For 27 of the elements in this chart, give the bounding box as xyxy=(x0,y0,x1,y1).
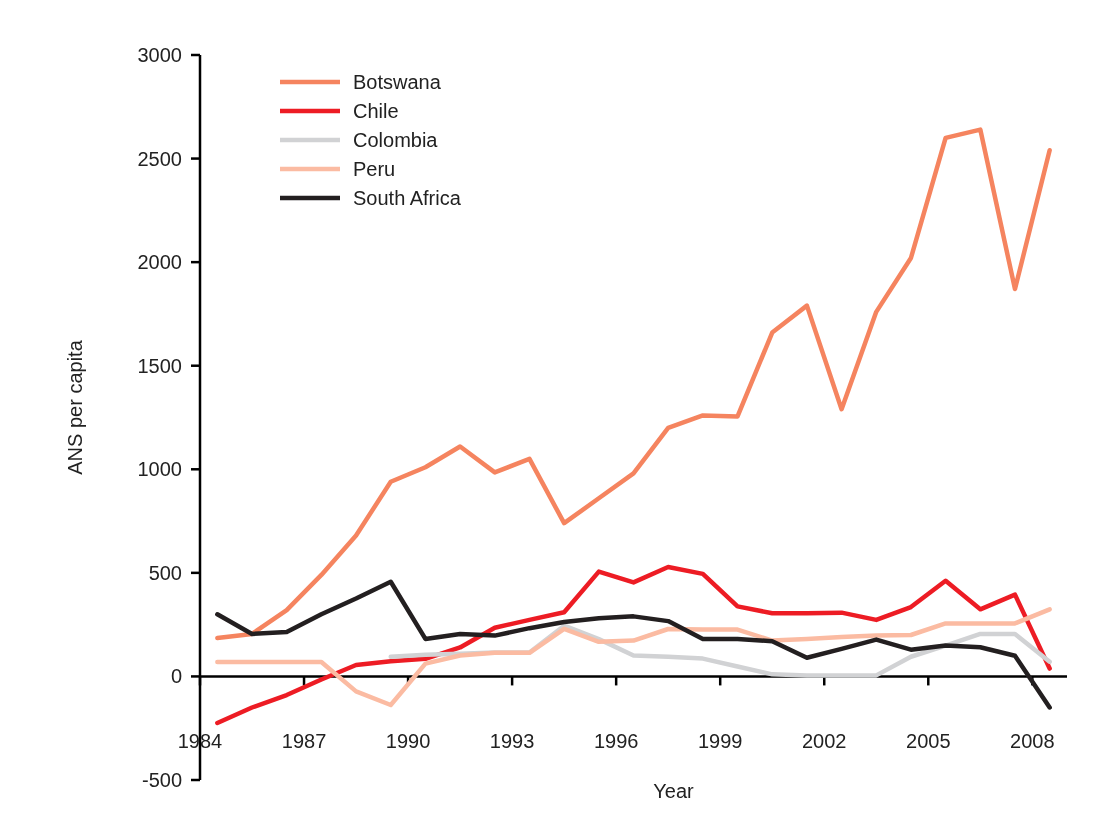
x-tick-label: 1993 xyxy=(489,730,535,753)
x-tick-label: 1987 xyxy=(281,730,327,753)
x-tick-label: 2008 xyxy=(1010,730,1055,753)
line-series xyxy=(215,607,1052,708)
legend-label: Botswana xyxy=(353,71,442,93)
legend-label: Peru xyxy=(353,158,396,180)
y-tick-label: -500 xyxy=(141,769,182,791)
line-series xyxy=(215,127,1052,641)
y-tick-label: 2000 xyxy=(137,251,182,274)
y-tick-label: 2500 xyxy=(137,147,182,170)
x-tick-label: 1996 xyxy=(593,730,639,753)
y-axis-title: ANS per capita xyxy=(64,339,86,475)
legend-label: Chile xyxy=(353,100,399,122)
line-series xyxy=(215,579,1052,710)
y-tick-label: 500 xyxy=(148,561,182,584)
x-axis-title: Year xyxy=(653,780,695,802)
x-tick-label: 2005 xyxy=(906,730,951,753)
y-tick-label: 1500 xyxy=(137,354,182,377)
x-tick-label: 1990 xyxy=(385,730,431,753)
x-tick-label: 2002 xyxy=(801,730,847,753)
x-tick-label: 1999 xyxy=(697,730,743,753)
y-tick-label: 1000 xyxy=(137,458,182,481)
y-tick-label: 0 xyxy=(170,665,182,688)
legend-label: South Africa xyxy=(353,187,462,209)
y-tick-label: 3000 xyxy=(137,44,182,66)
line-series xyxy=(215,564,1052,726)
legend-label: Colombia xyxy=(353,129,439,151)
